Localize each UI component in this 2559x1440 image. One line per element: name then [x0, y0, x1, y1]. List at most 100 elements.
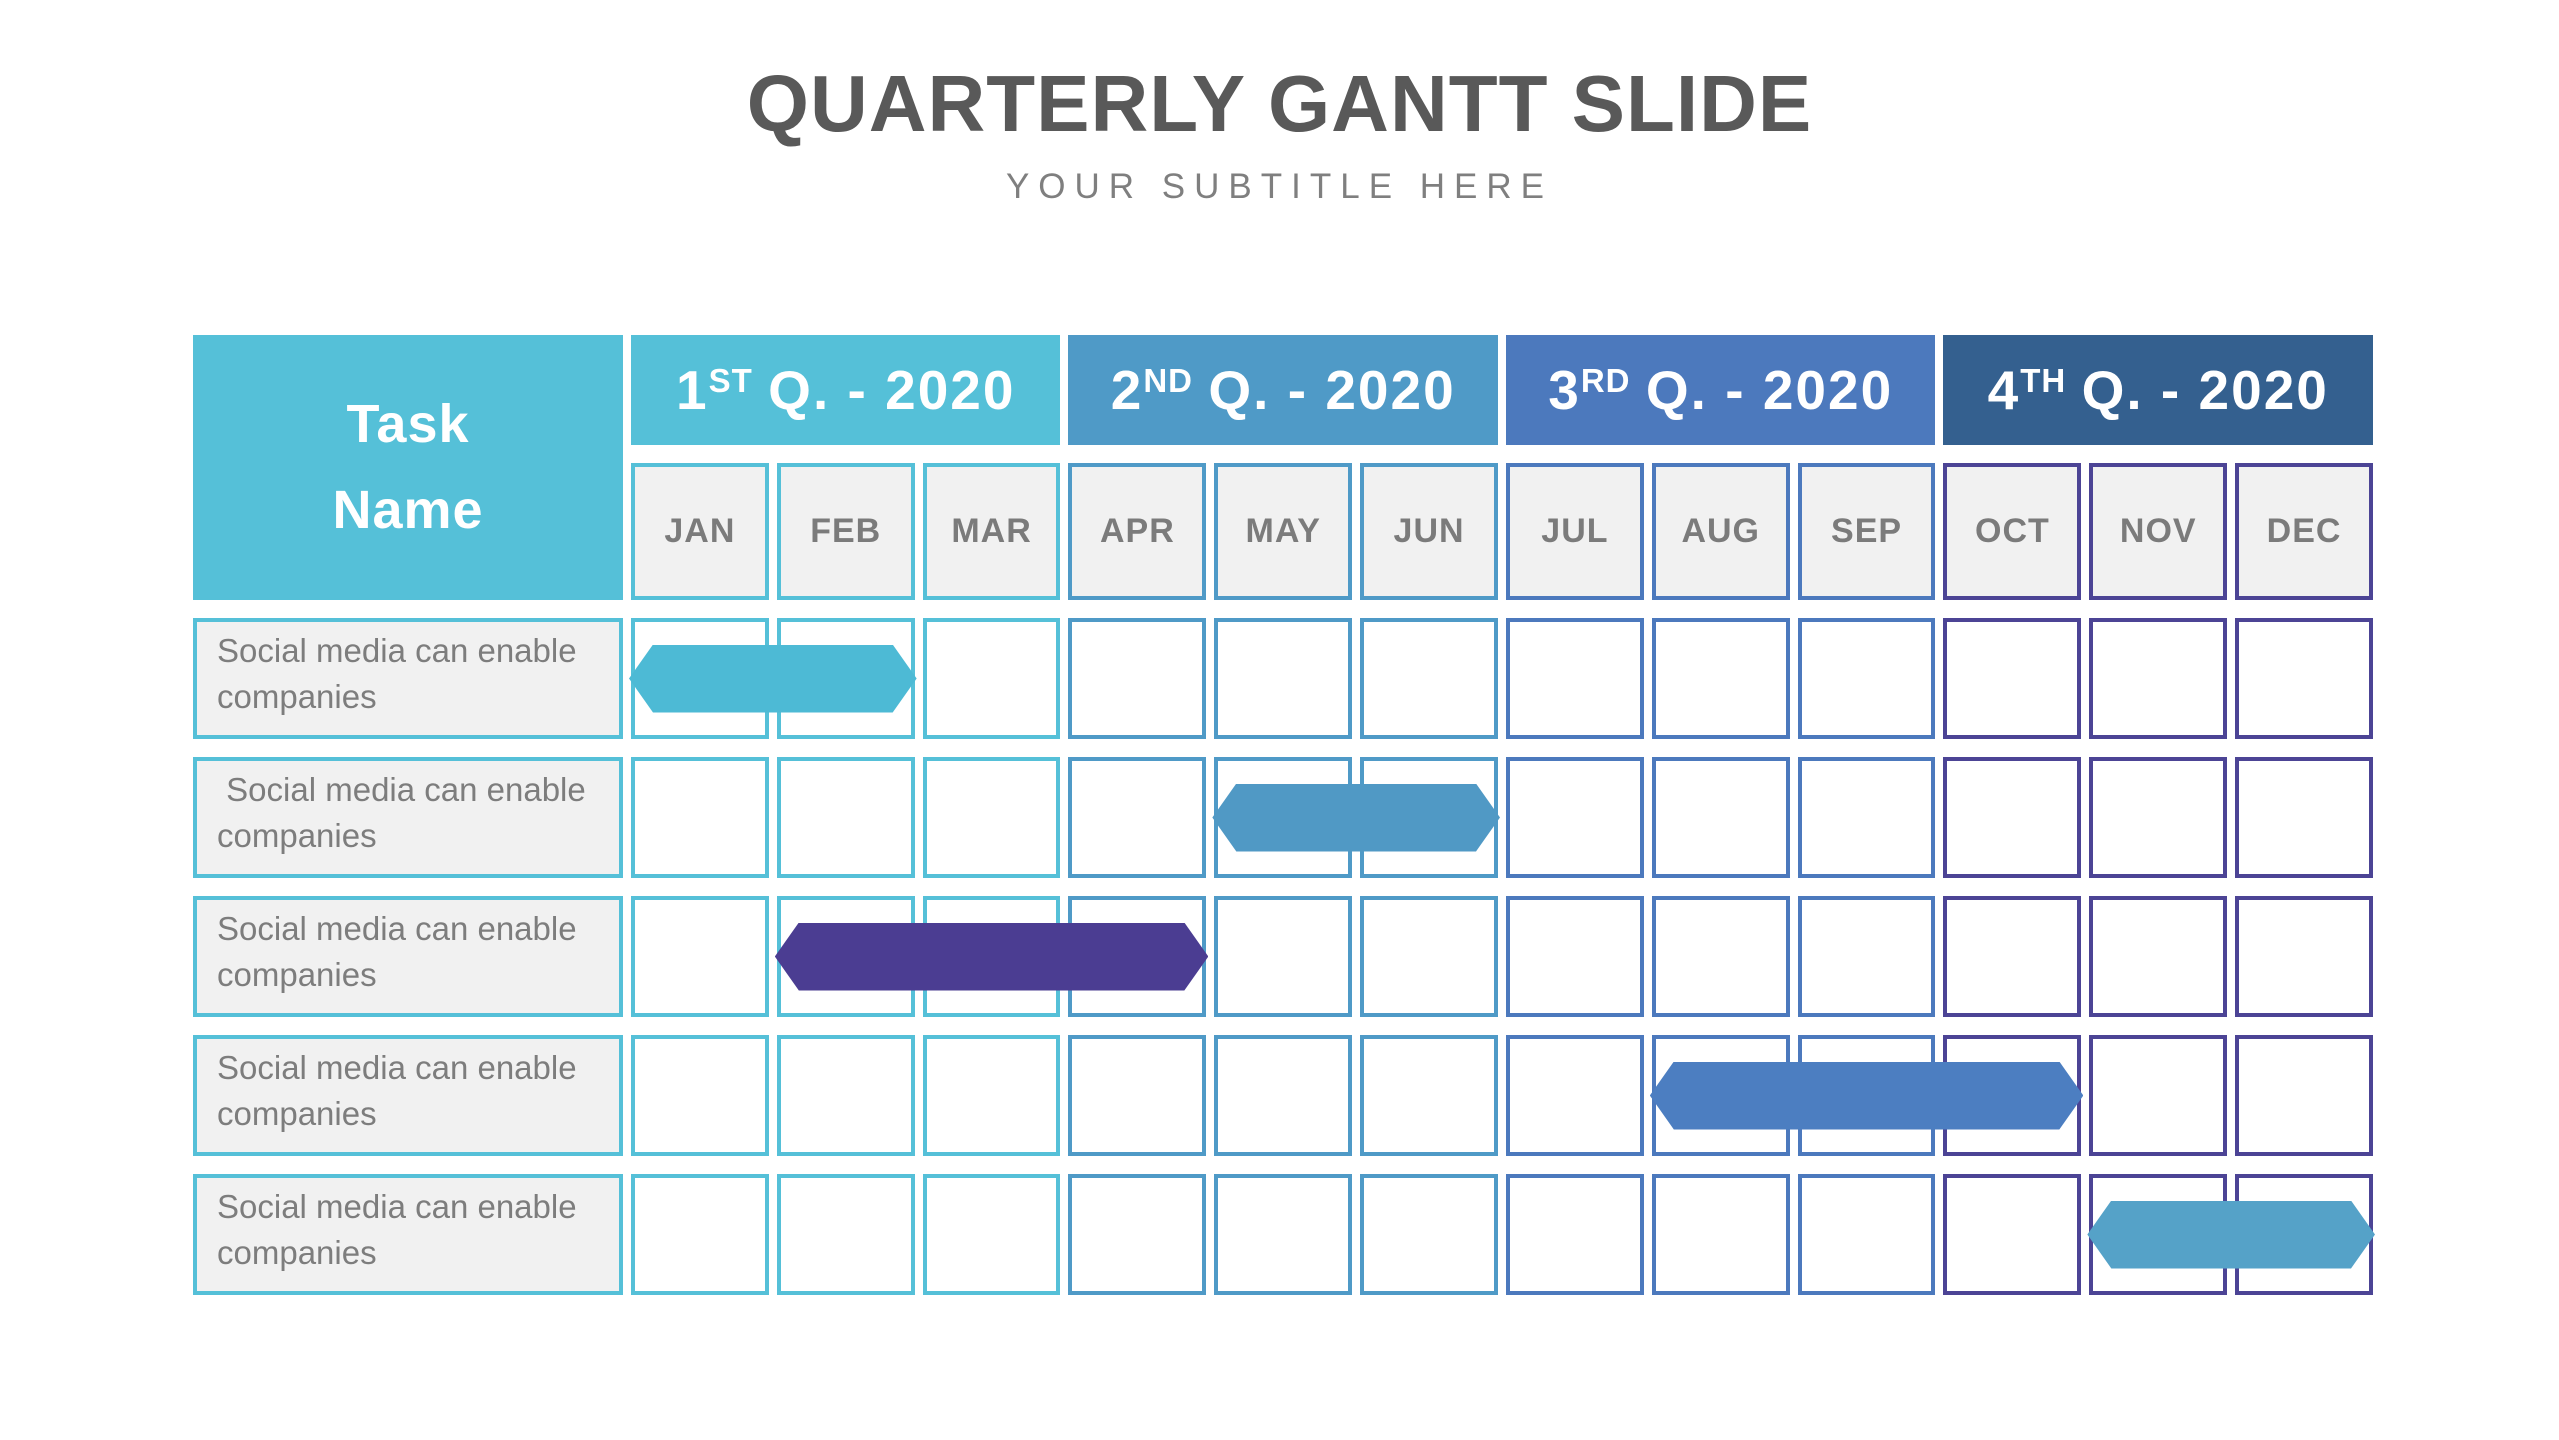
grid-cell-row3-may — [1214, 896, 1353, 1017]
quarter-number: 3 — [1548, 359, 1581, 421]
grid-cell-row4-feb — [776, 1035, 915, 1156]
gantt-bar-task-2 — [1212, 784, 1500, 852]
task-label-text: Social media can enable companies — [217, 632, 586, 715]
task-label-row-3: Social media can enable companies — [193, 896, 623, 1017]
grid-cell-row3-jul — [1505, 896, 1644, 1017]
grid-cell-row2-nov — [2089, 757, 2228, 878]
grid-cell-row3-jan — [631, 896, 769, 1017]
grid-cell-row1-jul — [1505, 618, 1644, 739]
month-header-oct: OCT — [1943, 463, 2082, 600]
month-header-nov: NOV — [2089, 463, 2228, 600]
gantt-bar-task-5 — [2087, 1201, 2375, 1269]
month-header-apr: APR — [1068, 463, 1207, 600]
grid-cell-row2-apr — [1068, 757, 1207, 878]
grid-cell-row2-dec — [2235, 757, 2373, 878]
grid-cell-row1-sep — [1797, 618, 1936, 739]
quarter-year-label: Q. - 2020 — [1208, 359, 1456, 421]
grid-cell-row1-may — [1214, 618, 1353, 739]
gantt-grid: Task Name 1ST Q. - 2020 2ND Q. - 2020 3RD Q. -… — [193, 335, 2373, 1295]
grid-cell-row1-mar — [922, 618, 1061, 739]
grid-cell-row5-may — [1214, 1174, 1353, 1295]
quarter-header-q4: 4TH Q. - 2020 — [1943, 335, 2373, 445]
quarter-number: 4 — [1987, 359, 2021, 421]
quarter-header-q3: 3RD Q. - 2020 — [1505, 335, 1936, 445]
grid-cell-row2-jan — [631, 757, 769, 878]
grid-cell-row4-mar — [922, 1035, 1061, 1156]
task-label-row-2: Social media can enable companies — [193, 757, 623, 878]
grid-cell-row5-aug — [1651, 1174, 1790, 1295]
quarter-year-label: Q. - 2020 — [1645, 359, 1894, 421]
grid-cell-row3-aug — [1651, 896, 1790, 1017]
grid-cell-row4-may — [1214, 1035, 1353, 1156]
grid-cell-row4-jan — [631, 1035, 769, 1156]
grid-cell-row4-dec — [2235, 1035, 2373, 1156]
grid-cell-row3-jun — [1360, 896, 1498, 1017]
month-header-mar: MAR — [922, 463, 1061, 600]
grid-cell-row5-oct — [1943, 1174, 2082, 1295]
grid-cell-row1-nov — [2089, 618, 2228, 739]
task-label-text: Social media can enable companies — [217, 1188, 586, 1271]
grid-cell-row2-sep — [1797, 757, 1936, 878]
gantt-bar-task-3 — [775, 923, 1209, 991]
task-label-text: Social media can enable companies — [217, 910, 586, 993]
task-label-row-5: Social media can enable companies — [193, 1174, 623, 1295]
quarter-ordinal-suffix: TH — [2020, 361, 2067, 399]
grid-cell-row3-nov — [2089, 896, 2228, 1017]
month-header-feb: FEB — [776, 463, 915, 600]
month-header-dec: DEC — [2235, 463, 2373, 600]
gantt-chart: Task Name 1ST Q. - 2020 2ND Q. - 2020 3RD Q. -… — [193, 335, 2373, 1295]
gantt-bar-task-4 — [1650, 1062, 2084, 1130]
grid-cell-row5-jan — [631, 1174, 769, 1295]
month-header-aug: AUG — [1651, 463, 1790, 600]
grid-cell-row1-dec — [2235, 618, 2373, 739]
quarter-header-label: 4TH Q. - 2020 — [1988, 358, 2329, 422]
quarter-header-label: 2ND Q. - 2020 — [1111, 358, 1456, 422]
month-header-may: MAY — [1214, 463, 1353, 600]
grid-cell-row5-apr — [1068, 1174, 1207, 1295]
slide-subtitle: YOUR SUBTITLE HERE — [1005, 167, 1554, 206]
quarter-ordinal-suffix: RD — [1580, 361, 1631, 399]
quarter-header-label: 3RD Q. - 2020 — [1548, 358, 1893, 422]
grid-cell-row3-oct — [1943, 896, 2082, 1017]
month-header-jul: JUL — [1505, 463, 1644, 600]
quarter-ordinal-suffix: ND — [1143, 361, 1194, 399]
grid-cell-row4-nov — [2089, 1035, 2228, 1156]
task-label-row-1: Social media can enable companies — [193, 618, 623, 739]
gantt-bar-task-1 — [629, 645, 917, 713]
grid-cell-row2-jul — [1505, 757, 1644, 878]
grid-cell-row4-jul — [1505, 1035, 1644, 1156]
grid-cell-row2-feb — [776, 757, 915, 878]
slide-title: QUARTERLY GANTT SLIDE — [746, 59, 1813, 148]
grid-cell-row2-oct — [1943, 757, 2082, 878]
grid-cell-row3-dec — [2235, 896, 2373, 1017]
quarter-header-q2: 2ND Q. - 2020 — [1068, 335, 1498, 445]
grid-cell-row4-jun — [1360, 1035, 1498, 1156]
task-label-row-4: Social media can enable companies — [193, 1035, 623, 1156]
grid-cell-row1-apr — [1068, 618, 1207, 739]
quarter-header-q1: 1ST Q. - 2020 — [631, 335, 1061, 445]
month-header-sep: SEP — [1797, 463, 1936, 600]
quarter-ordinal-suffix: ST — [708, 361, 753, 399]
grid-cell-row5-jul — [1505, 1174, 1644, 1295]
task-name-header: Task Name — [193, 335, 623, 600]
grid-cell-row5-jun — [1360, 1174, 1498, 1295]
grid-cell-row3-sep — [1797, 896, 1936, 1017]
grid-cell-row1-jun — [1360, 618, 1498, 739]
slide-header: QUARTERLY GANTT SLIDE YOUR SUBTITLE HERE — [0, 0, 2559, 208]
task-label-text: Social media can enable companies — [217, 1049, 586, 1132]
grid-cell-row2-aug — [1651, 757, 1790, 878]
quarter-year-label: Q. - 2020 — [768, 359, 1016, 421]
grid-cell-row4-apr — [1068, 1035, 1207, 1156]
month-header-jun: JUN — [1360, 463, 1498, 600]
month-header-jan: JAN — [631, 463, 769, 600]
quarter-number: 2 — [1110, 359, 1144, 421]
grid-cell-row5-feb — [776, 1174, 915, 1295]
grid-cell-row5-mar — [922, 1174, 1061, 1295]
task-label-text: Social media can enable companies — [217, 771, 595, 854]
grid-cell-row1-aug — [1651, 618, 1790, 739]
quarter-number: 1 — [676, 359, 709, 421]
grid-cell-row1-oct — [1943, 618, 2082, 739]
grid-cell-row5-sep — [1797, 1174, 1936, 1295]
quarter-year-label: Q. - 2020 — [2081, 359, 2329, 421]
grid-cell-row2-mar — [922, 757, 1061, 878]
